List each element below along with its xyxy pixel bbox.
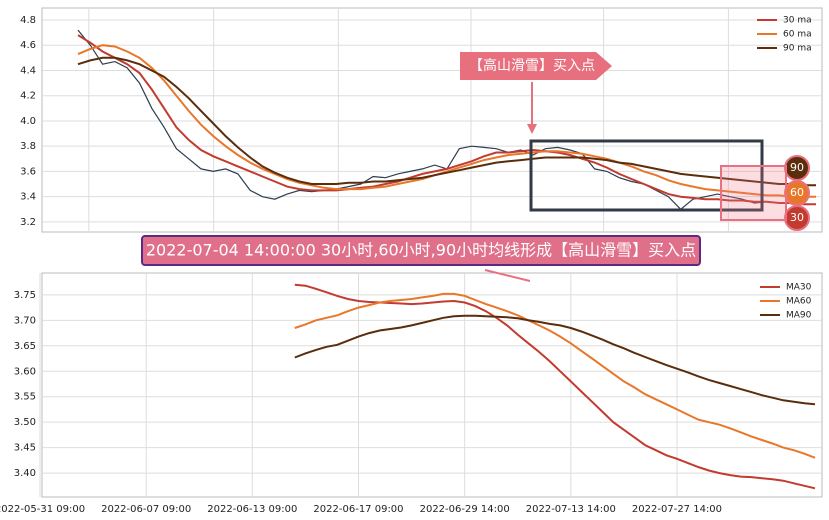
y-tick-label: 4.6: [20, 40, 36, 51]
legend-label: 30 ma: [783, 16, 812, 26]
end-label: 30: [790, 211, 804, 224]
highlight-box: [529, 139, 764, 212]
ma-line: [294, 314, 816, 406]
legend-label: MA90: [786, 311, 812, 321]
annotation: 【高山滑雪】买入点: [469, 57, 595, 74]
y-tick-label: 3.50: [14, 417, 36, 428]
annotation-box: [460, 52, 612, 80]
y-tick-label: 3.6: [20, 166, 36, 177]
y-tick-label: 4.2: [20, 91, 36, 102]
y-tick-label: 3.40: [14, 468, 36, 479]
arrow: [484, 269, 531, 282]
bottom-frame: [41, 272, 823, 498]
y-tick-label: 4.0: [20, 116, 36, 127]
annotation-arrow: [527, 124, 537, 134]
y-tick-label: 3.60: [14, 366, 36, 377]
y-tick-label: 3.2: [20, 217, 36, 228]
y-tick-label: 4.8: [20, 15, 36, 26]
y-tick-label: 3.4: [20, 192, 36, 203]
y-tick-label: 4.4: [20, 65, 36, 76]
banner: [141, 235, 701, 266]
ma-line: [77, 56, 816, 187]
end-label: 60: [790, 186, 804, 199]
y-tick-label: 3.8: [20, 141, 36, 152]
x-tick-label: 2022-07-27 14:00: [632, 504, 722, 515]
ma-line: [77, 44, 816, 198]
x-tick-label: 2022-07-13 14:00: [526, 504, 616, 515]
x-tick-label: 2022-06-07 09:00: [101, 504, 191, 515]
x-tick-label: 2022-06-13 09:00: [207, 504, 297, 515]
y-tick-label: 3.70: [14, 315, 36, 326]
x-tick-label: 2022-05-31 09:00: [0, 504, 85, 515]
legend-label: 90 ma: [783, 44, 812, 54]
y-tick-label: 3.45: [14, 443, 36, 454]
y-tick-label: 3.65: [14, 341, 36, 352]
y-tick-label: 3.55: [14, 392, 36, 403]
price-line: [77, 29, 767, 211]
x-tick-label: 2022-06-17 09:00: [313, 504, 403, 515]
y-tick-label: 3.75: [14, 290, 36, 301]
legend-label: MA30: [786, 283, 812, 293]
banner-text: 2022-07-04 14:00:00 30小时,60小时,90小时均线形成【高…: [146, 241, 696, 260]
x-tick-label: 2022-06-29 14:00: [420, 504, 510, 515]
highlight-box: [720, 165, 787, 221]
ma-line: [77, 34, 816, 206]
legend-label: MA60: [786, 297, 812, 307]
legend-label: 60 ma: [783, 30, 812, 40]
ma-line: [294, 283, 816, 490]
top-frame: [41, 7, 823, 233]
ma-line: [294, 292, 816, 459]
end-label: 90: [790, 161, 804, 174]
